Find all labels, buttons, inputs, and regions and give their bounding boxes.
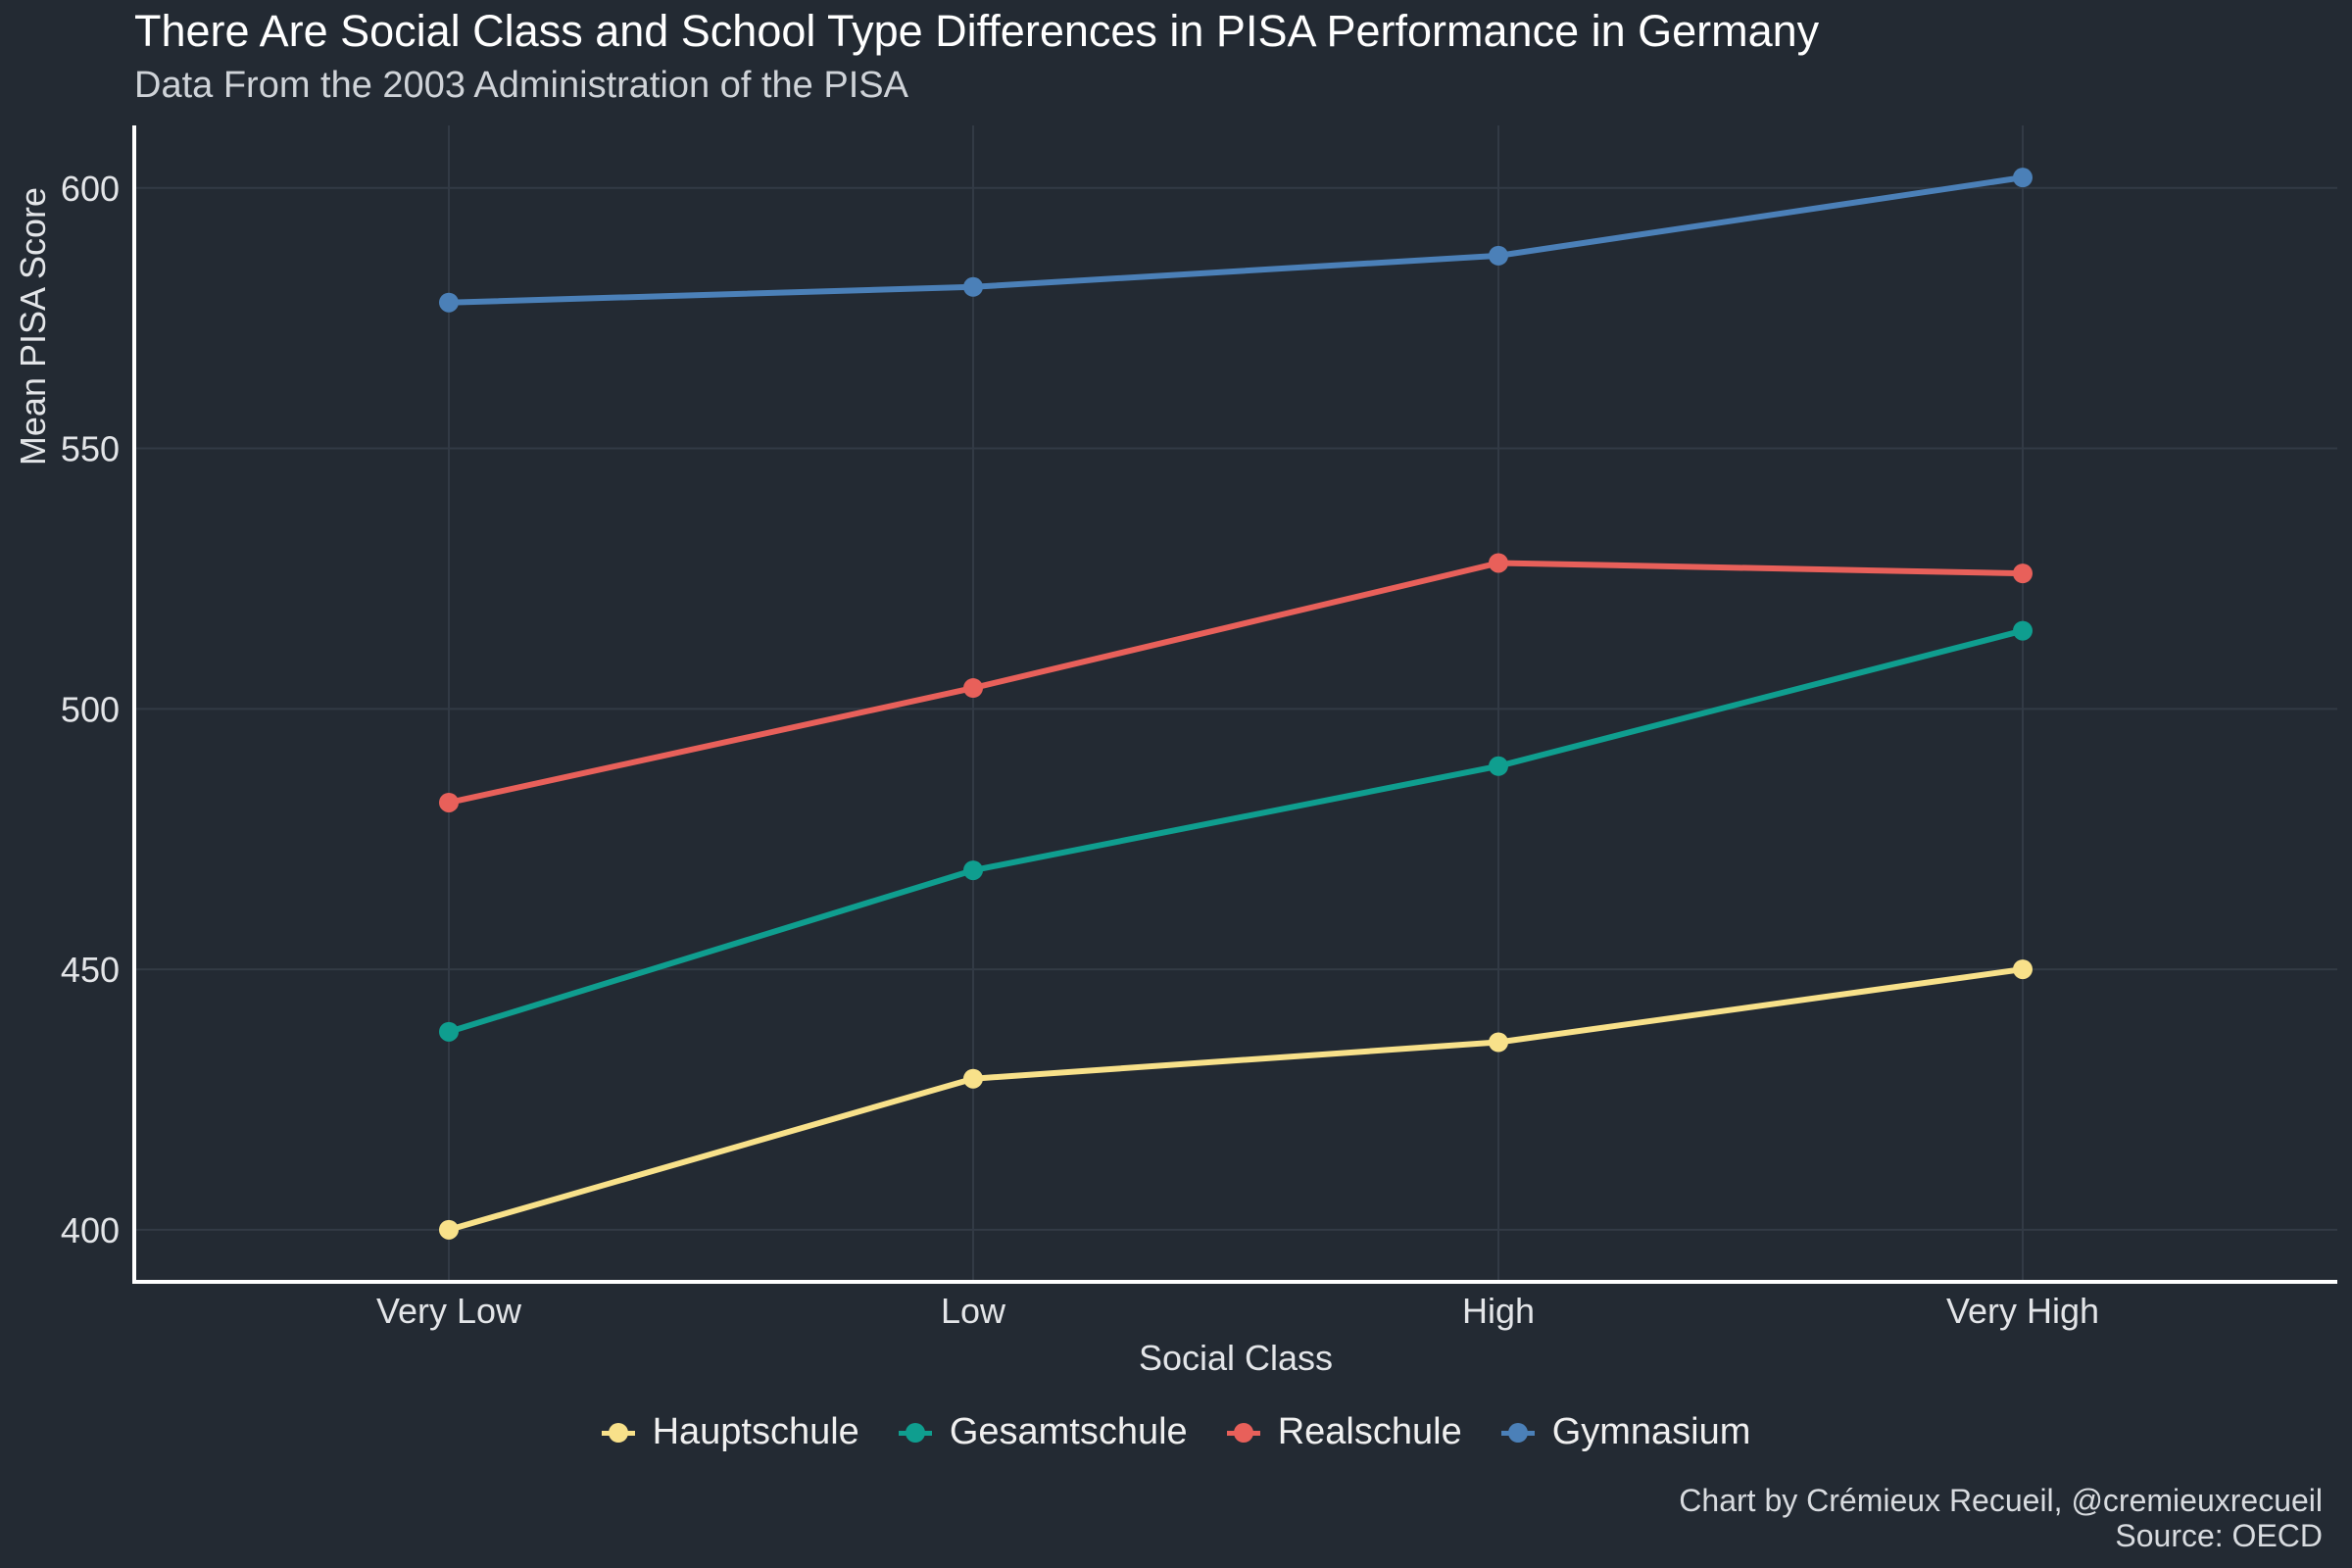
caption-source: Source: OECD <box>2115 1518 2323 1553</box>
series-hauptschule <box>439 959 2033 1240</box>
data-point-gymnasium <box>1489 245 1508 266</box>
legend-key-icon <box>1226 1416 1260 1449</box>
series-layer <box>439 168 2033 1240</box>
data-point-gymnasium <box>2013 168 2033 188</box>
legend-label: Gesamtschule <box>949 1411 1188 1452</box>
data-point-gesamtschule <box>1489 756 1508 776</box>
legend-label: Gymnasium <box>1551 1411 1751 1452</box>
data-point-realschule <box>2013 564 2033 584</box>
data-point-hauptschule <box>2013 959 2033 980</box>
data-point-hauptschule <box>1489 1032 1508 1053</box>
x-axis-title: Social Class <box>1139 1338 1333 1378</box>
y-tick-label: 500 <box>61 689 120 729</box>
legend-label: Hauptschule <box>652 1411 859 1452</box>
data-point-realschule <box>439 792 459 812</box>
data-point-gesamtschule <box>2013 620 2033 641</box>
series-gesamtschule <box>439 620 2033 1042</box>
series-line-realschule <box>446 560 2026 806</box>
x-tick-label: Very High <box>1946 1291 2099 1331</box>
axis-layer: 400 450 500 550 600 Very Low Low High Very High <box>61 125 2337 1331</box>
legend-item-gesamtschule: Gesamtschule <box>898 1411 1188 1453</box>
x-tick-label: High <box>1462 1291 1535 1331</box>
legend-key-icon <box>601 1416 635 1449</box>
data-point-gymnasium <box>439 292 459 313</box>
legend: Hauptschule Gesamtschule Realschule Gymnasi… <box>0 1411 2352 1453</box>
data-point-hauptschule <box>439 1219 459 1240</box>
legend-key-icon <box>1500 1416 1535 1449</box>
x-tick-label: Very Low <box>376 1291 522 1331</box>
y-tick-label: 450 <box>61 950 120 990</box>
caption: Chart by Crémieux Recueil, @cremieuxrecu… <box>1679 1483 2323 1553</box>
data-point-realschule <box>1489 553 1508 573</box>
legend-key-icon <box>898 1416 932 1449</box>
data-point-gesamtschule <box>963 860 983 881</box>
series-line-gymnasium <box>446 174 2026 306</box>
chart-subtitle: Data From the 2003 Administration of the… <box>134 65 908 106</box>
series-line-hauptschule <box>446 966 2026 1233</box>
chart-title: There Are Social Class and School Type D… <box>134 6 1820 56</box>
data-point-gesamtschule <box>439 1021 459 1042</box>
y-axis-title: Mean PISA Score <box>13 187 53 466</box>
legend-item-realschule: Realschule <box>1226 1411 1462 1453</box>
legend-label: Realschule <box>1277 1411 1462 1452</box>
data-point-hauptschule <box>963 1068 983 1089</box>
data-point-realschule <box>963 678 983 699</box>
series-gymnasium <box>439 168 2033 313</box>
series-line-gesamtschule <box>446 627 2026 1035</box>
y-tick-label: 600 <box>61 169 120 209</box>
data-point-gymnasium <box>963 276 983 297</box>
grid-layer <box>134 125 2337 1282</box>
y-tick-label: 550 <box>61 429 120 469</box>
series-realschule <box>439 553 2033 812</box>
x-tick-label: Low <box>941 1291 1006 1331</box>
legend-item-gymnasium: Gymnasium <box>1500 1411 1751 1453</box>
y-tick-label: 400 <box>61 1210 120 1250</box>
legend-item-hauptschule: Hauptschule <box>601 1411 859 1453</box>
caption-credit: Chart by Crémieux Recueil, @cremieuxrecu… <box>1679 1483 2323 1518</box>
